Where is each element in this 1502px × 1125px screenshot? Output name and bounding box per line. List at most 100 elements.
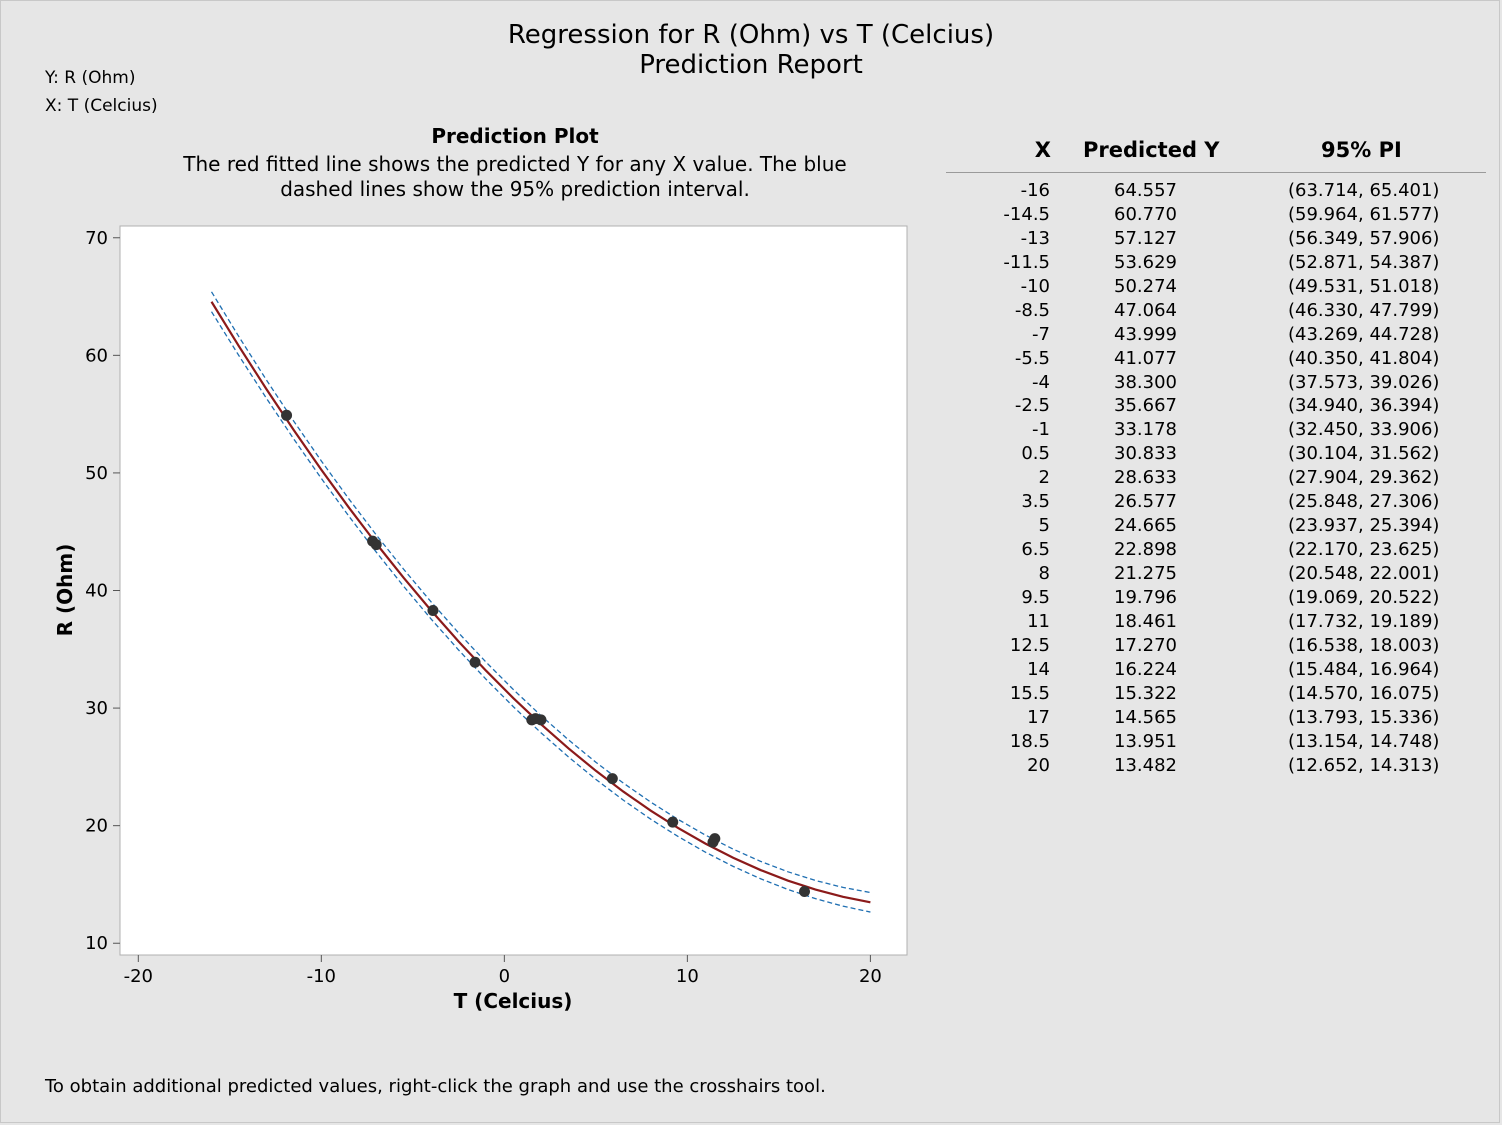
header-x: X xyxy=(1034,138,1051,162)
table-row: -14.5 60.770 (59.964, 61.577) xyxy=(946,203,1486,227)
table-row: -16 64.557 (63.714, 65.401) xyxy=(946,179,1486,203)
cell-x: -5.5 xyxy=(1014,347,1050,369)
cell-95-pi: (12.652, 14.313) xyxy=(1288,754,1440,776)
table-row: -2.5 35.667 (34.940, 36.394) xyxy=(946,394,1486,418)
cell-x: 0.5 xyxy=(1021,443,1050,465)
cell-x: 2 xyxy=(1038,467,1050,489)
cell-95-pi: (19.069, 20.522) xyxy=(1288,586,1440,608)
cell-predicted-y: 16.224 xyxy=(1114,658,1177,680)
data-point xyxy=(667,816,679,828)
data-point xyxy=(709,833,721,845)
table-row: 20 13.482 (12.652, 14.313) xyxy=(946,754,1486,778)
table-row: -7 43.999 (43.269, 44.728) xyxy=(946,323,1486,347)
cell-95-pi: (27.904, 29.362) xyxy=(1288,467,1440,489)
cell-95-pi: (46.330, 47.799) xyxy=(1288,299,1440,321)
prediction-plot[interactable]: -20 -10 0 10 20 10 20 30 40 50 60 70 T (Celcius) R … xyxy=(0,0,940,1030)
cell-predicted-y: 57.127 xyxy=(1114,227,1177,249)
cell-predicted-y: 15.322 xyxy=(1114,682,1177,704)
table-row: 2 28.633 (27.904, 29.362) xyxy=(946,466,1486,490)
cell-predicted-y: 17.270 xyxy=(1114,634,1177,656)
x-axis-title: T (Celcius) xyxy=(454,989,573,1013)
cell-95-pi: (34.940, 36.394) xyxy=(1288,395,1440,417)
cell-predicted-y: 24.665 xyxy=(1114,515,1177,537)
plot-heading: Prediction Plot xyxy=(431,124,599,148)
data-point xyxy=(469,656,481,668)
cell-95-pi: (32.450, 33.906) xyxy=(1288,419,1440,441)
report-subtitle: Prediction Report xyxy=(639,50,863,80)
y-tick-label: 70 xyxy=(85,228,108,249)
cell-predicted-y: 18.461 xyxy=(1114,610,1177,632)
cell-95-pi: (13.793, 15.336) xyxy=(1288,706,1440,728)
cell-x: 8 xyxy=(1038,563,1050,584)
data-point xyxy=(535,714,547,726)
cell-x: -2.5 xyxy=(1014,395,1050,417)
cell-x: -16 xyxy=(1020,180,1050,201)
header-predicted-y: Predicted Y xyxy=(1083,138,1220,162)
cell-95-pi: (59.964, 61.577) xyxy=(1288,203,1440,225)
cell-x: 14 xyxy=(1027,658,1050,680)
cell-predicted-y: 50.274 xyxy=(1114,275,1177,297)
cell-predicted-y: 28.633 xyxy=(1114,467,1177,489)
data-point xyxy=(281,409,293,421)
cell-predicted-y: 21.275 xyxy=(1114,563,1177,584)
table-row: -11.5 53.629 (52.871, 54.387) xyxy=(946,251,1486,275)
cell-95-pi: (40.350, 41.804) xyxy=(1288,347,1440,369)
cell-predicted-y: 13.482 xyxy=(1114,754,1177,776)
cell-x: 9.5 xyxy=(1021,586,1050,608)
cell-predicted-y: 38.300 xyxy=(1114,371,1177,393)
table-row: 9.5 19.796 (19.069, 20.522) xyxy=(946,586,1486,610)
cell-predicted-y: 60.770 xyxy=(1114,203,1177,225)
plot-description: The red fitted line shows the predicted … xyxy=(183,152,847,201)
cell-predicted-y: 41.077 xyxy=(1114,347,1177,369)
cell-x: 18.5 xyxy=(1009,730,1050,752)
prediction-table-body: -16 64.557 (63.714, 65.401) -14.5 60.770 (59.… xyxy=(946,179,1486,777)
y-variable-label: Y: R (Ohm) xyxy=(45,68,136,88)
y-tick-label: 20 xyxy=(85,816,108,837)
cell-x: -10 xyxy=(1020,275,1050,297)
cell-predicted-y: 33.178 xyxy=(1114,419,1177,441)
y-axis-title: R (Ohm) xyxy=(53,544,77,637)
cell-95-pi: (49.531, 51.018) xyxy=(1288,275,1440,297)
cell-predicted-y: 64.557 xyxy=(1114,180,1177,201)
cell-95-pi: (30.104, 31.562) xyxy=(1288,443,1440,465)
cell-95-pi: (43.269, 44.728) xyxy=(1288,323,1440,345)
cell-predicted-y: 30.833 xyxy=(1114,443,1177,465)
x-variable-label: X: T (Celcius) xyxy=(45,96,158,116)
table-row: 8 21.275 (20.548, 22.001) xyxy=(946,562,1486,586)
table-row: 5 24.665 (23.937, 25.394) xyxy=(946,514,1486,538)
cell-x: -4 xyxy=(1032,371,1050,393)
cell-predicted-y: 14.565 xyxy=(1114,706,1177,728)
x-tick-label: -20 xyxy=(124,966,153,987)
table-row: 11 18.461 (17.732, 19.189) xyxy=(946,610,1486,634)
cell-predicted-y: 13.951 xyxy=(1114,730,1177,752)
x-tick-label: 10 xyxy=(676,966,699,987)
cell-x: -14.5 xyxy=(1003,203,1050,225)
cell-95-pi: (14.570, 16.075) xyxy=(1288,682,1440,704)
cell-predicted-y: 22.898 xyxy=(1114,539,1177,561)
data-point xyxy=(799,886,811,898)
cell-x: 20 xyxy=(1027,754,1050,776)
cell-95-pi: (22.170, 23.625) xyxy=(1288,539,1440,561)
cell-95-pi: (17.732, 19.189) xyxy=(1288,610,1440,632)
cell-x: -11.5 xyxy=(1003,251,1050,273)
cell-95-pi: (52.871, 54.387) xyxy=(1288,251,1440,273)
cell-x: 15.5 xyxy=(1009,682,1050,704)
cell-x: 17 xyxy=(1027,706,1050,728)
table-row: 14 16.224 (15.484, 16.964) xyxy=(946,658,1486,682)
cell-95-pi: (37.573, 39.026) xyxy=(1288,371,1440,393)
cell-95-pi: (20.548, 22.001) xyxy=(1288,563,1440,584)
cell-predicted-y: 53.629 xyxy=(1114,251,1177,273)
cell-95-pi: (56.349, 57.906) xyxy=(1288,227,1440,249)
cell-predicted-y: 43.999 xyxy=(1114,323,1177,345)
cell-predicted-y: 19.796 xyxy=(1114,586,1177,608)
cell-x: -1 xyxy=(1032,419,1050,441)
table-row: -8.5 47.064 (46.330, 47.799) xyxy=(946,299,1486,323)
table-row: 6.5 22.898 (22.170, 23.625) xyxy=(946,538,1486,562)
data-point xyxy=(427,604,439,616)
cell-x: 5 xyxy=(1038,515,1050,537)
table-row: -10 50.274 (49.531, 51.018) xyxy=(946,275,1486,299)
data-point xyxy=(606,773,618,785)
table-row: 17 14.565 (13.793, 15.336) xyxy=(946,706,1486,730)
table-row: 18.5 13.951 (13.154, 14.748) xyxy=(946,730,1486,754)
